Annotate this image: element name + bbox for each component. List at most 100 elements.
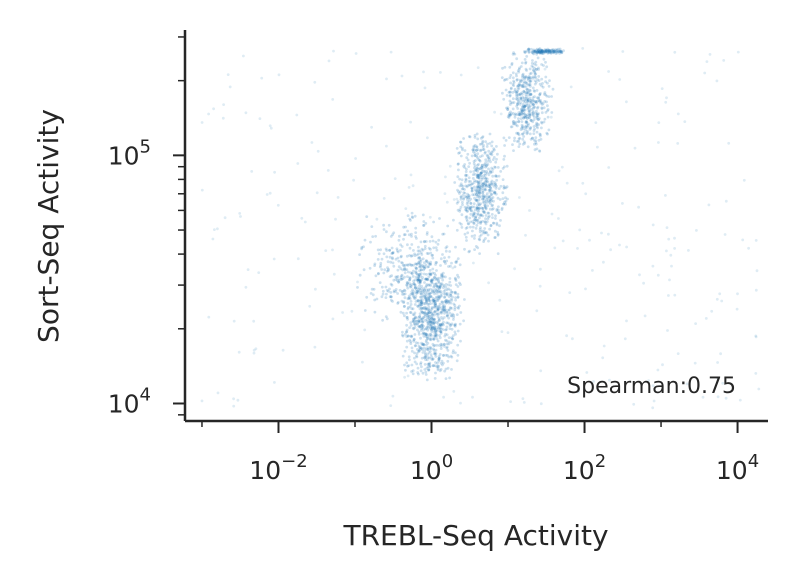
data-point xyxy=(533,79,537,83)
data-point xyxy=(455,313,459,316)
data-point xyxy=(422,334,426,338)
data-point xyxy=(531,51,535,55)
data-point xyxy=(676,142,680,145)
data-point xyxy=(454,292,457,295)
data-point xyxy=(419,260,423,264)
data-point xyxy=(478,191,482,195)
data-point xyxy=(460,178,464,182)
data-point xyxy=(539,267,542,271)
data-point xyxy=(484,179,488,183)
data-point xyxy=(482,231,485,235)
data-point xyxy=(478,158,481,162)
data-point xyxy=(485,220,489,224)
data-point xyxy=(424,335,428,338)
data-point xyxy=(472,214,475,217)
data-point xyxy=(515,94,519,98)
data-point xyxy=(425,277,428,281)
scatter-points xyxy=(200,47,761,410)
data-point xyxy=(527,91,531,94)
data-point xyxy=(488,142,492,145)
data-point xyxy=(382,252,386,256)
data-point xyxy=(468,199,471,203)
data-point xyxy=(429,284,433,287)
data-point xyxy=(473,164,477,168)
data-point xyxy=(420,307,424,310)
data-point xyxy=(538,284,542,288)
data-point xyxy=(413,311,417,315)
data-point xyxy=(437,322,440,326)
data-point xyxy=(531,50,534,54)
data-point xyxy=(546,108,550,111)
data-point xyxy=(474,215,478,219)
data-point xyxy=(664,194,667,197)
data-point xyxy=(435,321,438,324)
data-point xyxy=(528,83,532,86)
data-point xyxy=(445,259,449,263)
data-point xyxy=(460,213,464,217)
data-point xyxy=(441,253,444,256)
data-point xyxy=(490,140,494,144)
data-point xyxy=(239,215,242,218)
data-point xyxy=(529,126,532,130)
data-point xyxy=(502,97,506,101)
data-point xyxy=(484,172,487,176)
data-point xyxy=(486,196,489,200)
data-point xyxy=(416,299,420,302)
data-point xyxy=(483,176,486,180)
data-point xyxy=(528,83,531,87)
data-point xyxy=(531,113,535,116)
data-point xyxy=(358,273,362,277)
data-point xyxy=(487,211,491,215)
data-point xyxy=(458,177,461,181)
data-point xyxy=(435,329,439,333)
data-point xyxy=(469,197,473,201)
data-point xyxy=(403,292,407,296)
data-point xyxy=(444,308,447,312)
data-point xyxy=(421,332,425,336)
data-point xyxy=(427,295,430,299)
data-point xyxy=(494,166,497,169)
data-point xyxy=(508,65,512,69)
data-point xyxy=(517,145,521,149)
data-point xyxy=(722,59,726,62)
data-point xyxy=(459,145,463,149)
data-point xyxy=(568,291,572,294)
data-point xyxy=(480,184,483,188)
data-point xyxy=(500,208,504,212)
data-point xyxy=(418,265,421,269)
data-point xyxy=(544,75,548,79)
data-point xyxy=(425,288,429,292)
data-point xyxy=(460,226,464,229)
data-point xyxy=(445,345,449,349)
data-point xyxy=(478,185,481,189)
data-point xyxy=(462,191,466,195)
data-point xyxy=(437,279,440,282)
data-point xyxy=(520,111,523,115)
data-point xyxy=(488,183,491,187)
data-point xyxy=(531,76,535,80)
data-point xyxy=(425,299,429,303)
data-point xyxy=(525,120,529,124)
data-point xyxy=(422,343,426,346)
data-point xyxy=(423,311,427,315)
data-point xyxy=(458,209,462,213)
data-point xyxy=(547,49,551,53)
data-point xyxy=(441,271,445,275)
data-point xyxy=(527,48,531,52)
data-point xyxy=(429,302,432,305)
data-point xyxy=(334,217,337,221)
data-point xyxy=(431,288,435,292)
data-point xyxy=(481,165,485,169)
data-point xyxy=(464,173,468,177)
data-point xyxy=(543,100,547,103)
data-point xyxy=(500,76,504,79)
data-point xyxy=(459,190,462,194)
data-point xyxy=(537,118,540,121)
data-point xyxy=(541,52,545,55)
data-point xyxy=(433,320,437,324)
data-point xyxy=(530,107,533,111)
data-point xyxy=(425,233,429,236)
data-point xyxy=(397,259,401,263)
data-point xyxy=(410,271,414,275)
data-point xyxy=(397,265,401,269)
